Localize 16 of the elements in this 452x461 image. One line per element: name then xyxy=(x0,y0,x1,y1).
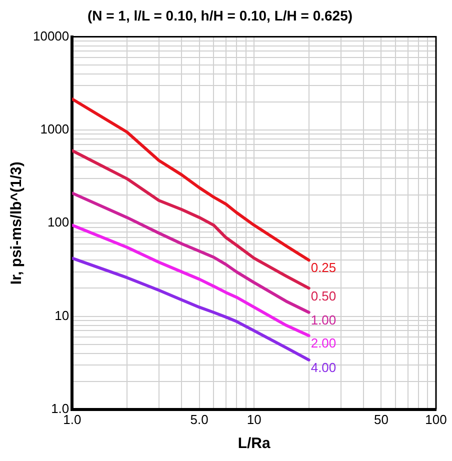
x-tick-label: 5.0 xyxy=(190,412,208,427)
x-tick-label: 50 xyxy=(374,412,388,427)
series-label: 0.25 xyxy=(310,260,336,276)
y-axis-title: Ir, psi-ms/lb^(1/3) xyxy=(8,162,26,285)
x-axis-title: L/Ra xyxy=(238,435,271,452)
series-label: 1.00 xyxy=(310,312,336,328)
y-tick-label: 10000 xyxy=(32,28,70,44)
y-tick-label: 100 xyxy=(47,214,70,230)
y-tick-label: 10 xyxy=(54,308,70,323)
x-tick-label: 100 xyxy=(425,412,447,427)
series-label: 4.00 xyxy=(310,360,336,375)
y-tick-label: 1000 xyxy=(40,122,70,137)
chart-title: (N = 1, l/L = 0.10, h/H = 0.10, L/H = 0.625) xyxy=(87,7,353,24)
x-tick-label: 10 xyxy=(246,412,262,427)
series-label: 0.50 xyxy=(310,288,336,304)
series-label: 2.00 xyxy=(310,336,336,351)
